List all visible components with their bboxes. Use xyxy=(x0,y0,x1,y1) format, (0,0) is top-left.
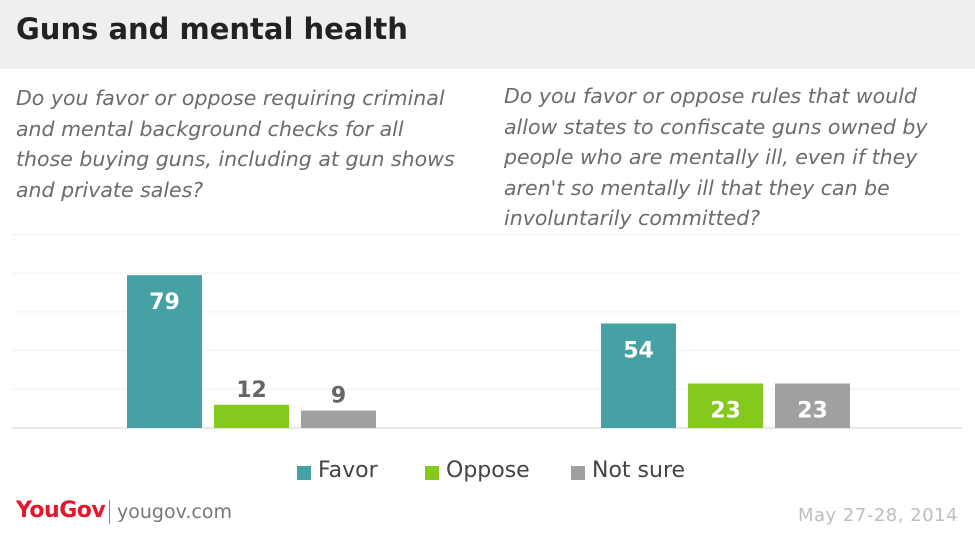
data-label-q1-not-sure: 9 xyxy=(331,384,346,409)
legend-label-oppose: Oppose xyxy=(446,458,530,483)
bar-q2-favor xyxy=(601,323,676,428)
legend: Favor Oppose Not sure xyxy=(0,458,975,488)
data-label-q2-oppose: 23 xyxy=(710,398,741,423)
yougov-logo: YouGov xyxy=(16,498,106,523)
legend-swatch-favor xyxy=(297,466,311,480)
legend-label-favor: Favor xyxy=(318,458,378,483)
legend-swatch-not-sure xyxy=(571,466,585,480)
survey-date: May 27-28, 2014 xyxy=(798,505,958,526)
data-label-q2-not-sure: 23 xyxy=(797,398,828,423)
header-bar: Guns and mental health xyxy=(0,0,975,69)
footer-divider xyxy=(109,500,110,524)
question-2-text: Do you favor or oppose rules that would … xyxy=(504,84,928,230)
bar-q1-favor xyxy=(127,275,202,428)
bar-q2-oppose xyxy=(688,383,763,428)
legend-label-not-sure: Not sure xyxy=(592,458,686,483)
bar-q1-not-sure xyxy=(301,410,376,428)
footer-site-link[interactable]: yougov.com xyxy=(117,501,232,523)
bar-q2-not-sure xyxy=(775,383,850,428)
data-labels: 79 12 9 54 23 23 xyxy=(149,290,828,423)
legend-swatch-oppose xyxy=(425,466,439,480)
bars xyxy=(127,275,850,428)
data-label-q1-favor: 79 xyxy=(149,290,180,315)
bar-q1-oppose xyxy=(214,404,289,428)
data-label-q1-oppose: 12 xyxy=(236,378,267,403)
data-label-q2-favor: 54 xyxy=(623,339,654,364)
question-1-text: Do you favor or oppose requiring crimina… xyxy=(16,86,455,202)
chart-title: Guns and mental health xyxy=(16,12,408,46)
